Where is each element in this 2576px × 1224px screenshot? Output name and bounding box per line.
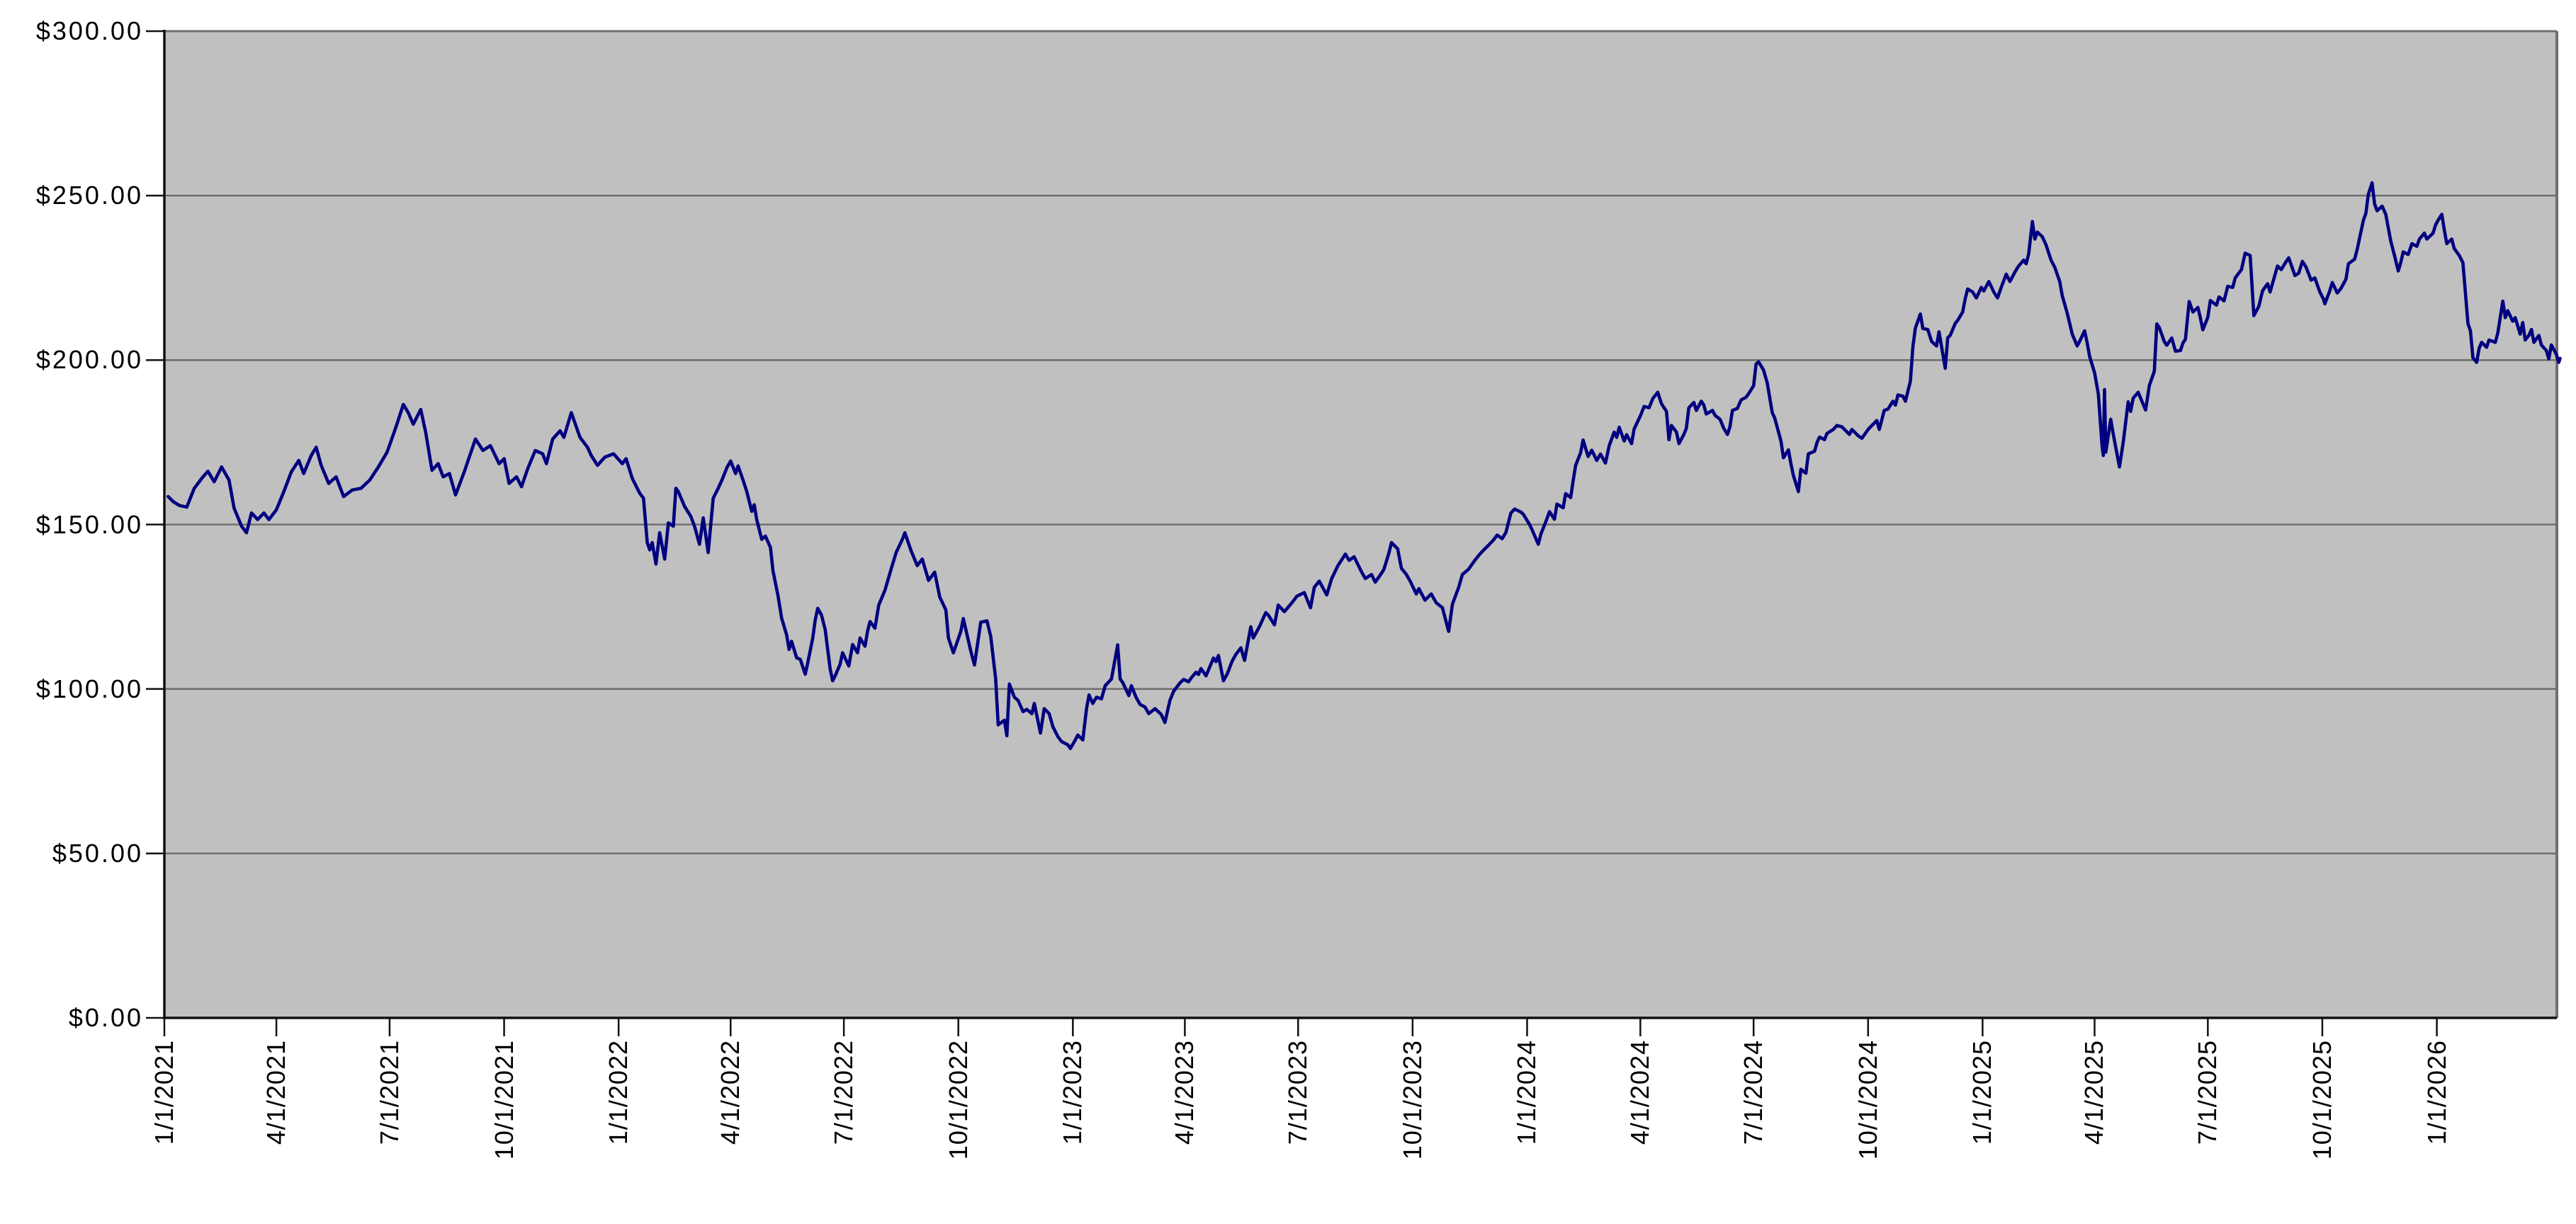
x-axis-label: 1/1/2025	[1967, 1040, 1997, 1145]
x-axis-label: 4/1/2025	[2079, 1040, 2109, 1145]
x-axis-label: 1/1/2021	[149, 1040, 179, 1145]
x-axis-label: 4/1/2023	[1170, 1040, 1199, 1145]
y-axis-label: $50.00	[52, 838, 143, 868]
x-axis-label: 1/1/2026	[2422, 1040, 2451, 1145]
x-axis-label: 10/1/2025	[2307, 1040, 2337, 1160]
x-axis-label: 10/1/2023	[1397, 1040, 1427, 1160]
y-axis-label: $250.00	[35, 181, 143, 210]
x-axis-label: 4/1/2022	[716, 1040, 745, 1145]
y-axis-label: $150.00	[35, 509, 143, 539]
y-axis-label: $0.00	[68, 1003, 143, 1032]
x-axis-label: 1/1/2022	[604, 1040, 633, 1145]
x-axis-label: 10/1/2022	[943, 1040, 973, 1160]
x-axis-label: 10/1/2024	[1853, 1040, 1882, 1160]
x-axis-label: 1/1/2023	[1058, 1040, 1088, 1145]
x-axis-label: 4/1/2024	[1625, 1040, 1655, 1145]
x-axis-label: 7/1/2025	[2193, 1040, 2222, 1145]
y-axis-label: $200.00	[35, 345, 143, 375]
y-axis-label: $300.00	[35, 16, 143, 45]
x-axis-label: 7/1/2021	[374, 1040, 404, 1145]
x-axis-label: 4/1/2021	[261, 1040, 291, 1145]
x-axis-label: 10/1/2021	[489, 1040, 519, 1160]
x-axis-label: 1/1/2024	[1512, 1040, 1542, 1145]
y-axis-label: $100.00	[35, 674, 143, 703]
x-axis-label: 7/1/2022	[829, 1040, 859, 1145]
price-line	[166, 181, 2562, 750]
x-axis-label: 7/1/2023	[1283, 1040, 1313, 1145]
x-axis-label: 7/1/2024	[1739, 1040, 1768, 1145]
